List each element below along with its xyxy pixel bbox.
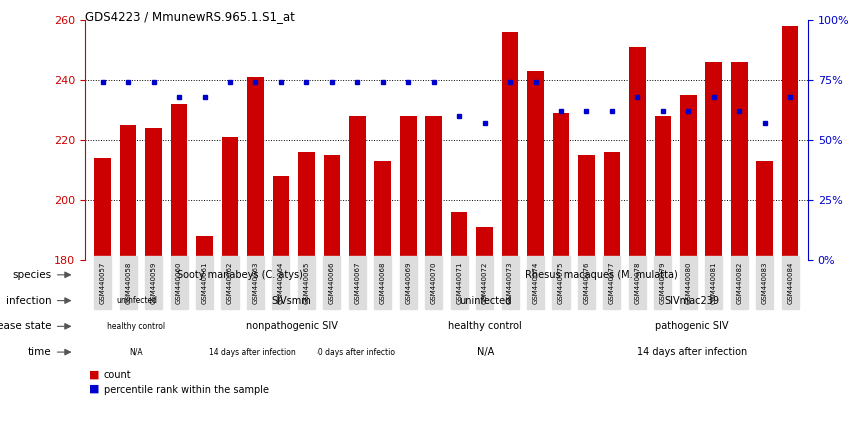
Text: healthy control: healthy control <box>107 322 165 331</box>
Bar <box>731 62 747 260</box>
Text: 30 days after infection: 30 days after infection <box>313 348 399 357</box>
Text: N/A: N/A <box>476 347 494 357</box>
Bar <box>273 176 289 260</box>
Text: N/A: N/A <box>130 348 144 357</box>
Bar <box>655 116 671 260</box>
Bar <box>604 152 620 260</box>
Text: GDS4223 / MmunewRS.965.1.S1_at: GDS4223 / MmunewRS.965.1.S1_at <box>85 10 294 23</box>
Text: SIVsmm: SIVsmm <box>272 296 312 305</box>
Text: count: count <box>104 370 132 381</box>
Bar <box>706 62 722 260</box>
Text: percentile rank within the sample: percentile rank within the sample <box>104 385 269 395</box>
Bar <box>298 152 314 260</box>
Text: 14 days after infection: 14 days after infection <box>210 348 296 357</box>
Text: nonpathogenic SIV: nonpathogenic SIV <box>246 321 338 331</box>
Bar <box>400 116 417 260</box>
Bar <box>782 26 798 260</box>
Bar <box>247 77 264 260</box>
Text: healthy control: healthy control <box>449 321 522 331</box>
Bar <box>425 116 442 260</box>
Text: 14 days after infection: 14 days after infection <box>637 347 746 357</box>
Bar <box>629 47 646 260</box>
Text: ■: ■ <box>89 384 100 394</box>
Bar <box>451 212 468 260</box>
Bar <box>94 158 111 260</box>
Bar <box>578 155 595 260</box>
Text: time: time <box>28 347 52 357</box>
Bar <box>349 116 365 260</box>
Text: pathogenic SIV: pathogenic SIV <box>655 321 728 331</box>
Bar <box>553 113 569 260</box>
Bar <box>680 95 696 260</box>
Bar <box>527 71 544 260</box>
Text: SIVmac239: SIVmac239 <box>664 296 720 305</box>
Bar <box>756 161 773 260</box>
Bar <box>197 236 213 260</box>
Bar <box>171 104 187 260</box>
Text: infection: infection <box>6 296 52 305</box>
Text: Rhesus macaques (M. mulatta): Rhesus macaques (M. mulatta) <box>525 270 678 280</box>
Text: ■: ■ <box>89 369 100 380</box>
Text: disease state: disease state <box>0 321 52 331</box>
Bar <box>324 155 340 260</box>
Bar <box>120 125 137 260</box>
Text: uninfected: uninfected <box>459 296 511 305</box>
Bar <box>145 128 162 260</box>
Bar <box>476 227 493 260</box>
Text: species: species <box>12 270 52 280</box>
Bar <box>222 137 238 260</box>
Text: uninfected: uninfected <box>116 296 157 305</box>
Bar <box>374 161 391 260</box>
Bar <box>501 32 519 260</box>
Text: Sooty manabeys (C. atys): Sooty manabeys (C. atys) <box>177 270 303 280</box>
